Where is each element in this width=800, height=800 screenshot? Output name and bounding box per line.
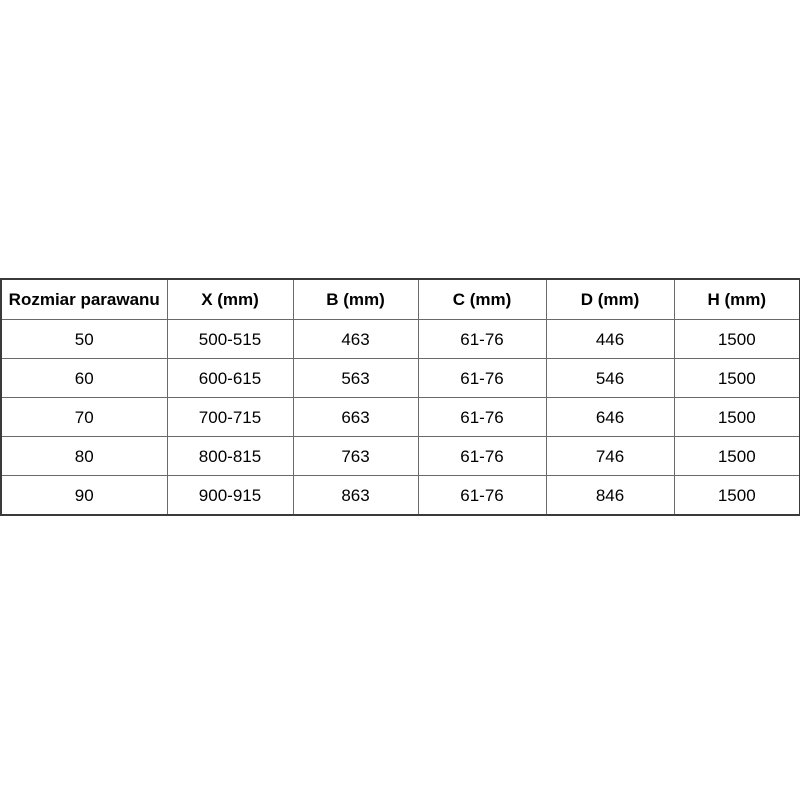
table-cell: 1500 [673,397,800,437]
table-cell: 746 [545,436,675,476]
table-cell: 50 [0,319,168,359]
table-cell: 700-715 [166,397,294,437]
column-header: D (mm) [545,278,675,320]
table-cell: 500-515 [166,319,294,359]
table-cell: 61-76 [417,358,547,398]
table-cell: 60 [0,358,168,398]
table-cell: 846 [545,475,675,516]
table-cell: 563 [292,358,419,398]
table-cell: 763 [292,436,419,476]
table-cell: 1500 [673,436,800,476]
column-header: X (mm) [166,278,294,320]
column-header: B (mm) [292,278,419,320]
table-cell: 663 [292,397,419,437]
table-cell: 800-815 [166,436,294,476]
table-cell: 61-76 [417,436,547,476]
table-cell: 80 [0,436,168,476]
table-cell: 61-76 [417,397,547,437]
table-cell: 61-76 [417,319,547,359]
table-cell: 70 [0,397,168,437]
table-cell: 546 [545,358,675,398]
table-cell: 1500 [673,319,800,359]
table-cell: 900-915 [166,475,294,516]
table-cell: 600-615 [166,358,294,398]
table-row: 90 900-915 863 61-76 846 1500 [0,475,800,516]
column-header: Rozmiar parawanu [0,278,168,320]
column-header: C (mm) [417,278,547,320]
table-row: 80 800-815 763 61-76 746 1500 [0,436,800,476]
table-cell: 863 [292,475,419,516]
column-header: H (mm) [673,278,800,320]
table-row: 50 500-515 463 61-76 446 1500 [0,319,800,359]
table-cell: 446 [545,319,675,359]
table-row: 60 600-615 563 61-76 546 1500 [0,358,800,398]
table-header-row: Rozmiar parawanu X (mm) B (mm) C (mm) D (mm)… [0,278,800,320]
table-cell: 1500 [673,358,800,398]
table-cell: 646 [545,397,675,437]
table-cell: 61-76 [417,475,547,516]
dimensions-table: Rozmiar parawanu X (mm) B (mm) C (mm) D (mm)… [0,278,800,516]
table-cell: 1500 [673,475,800,516]
table-row: 70 700-715 663 61-76 646 1500 [0,397,800,437]
table-cell: 90 [0,475,168,516]
table-cell: 463 [292,319,419,359]
